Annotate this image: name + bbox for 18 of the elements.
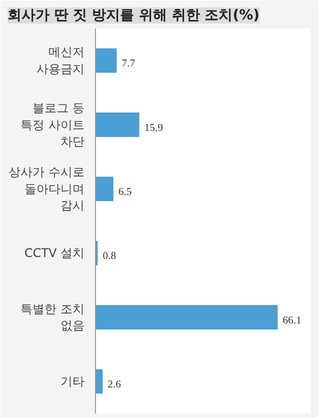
y-tick-label: 특별한 조치 없음 [20, 302, 85, 333]
data-label: 15.9 [144, 122, 163, 134]
y-tick-label: 기타 [60, 374, 84, 388]
chart-title: 회사가 딴 짓 방지를 위해 취한 조치(%) [8, 8, 260, 24]
data-label: 0.8 [102, 251, 116, 262]
y-tick-label: 메신저 사용금지 [36, 45, 84, 76]
bar [96, 369, 103, 394]
y-tick-label: 블로그 등 특정 사이트 차단 [20, 100, 85, 149]
data-label: 2.6 [108, 379, 122, 390]
bar [96, 176, 114, 202]
y-tick-label: 상사가 수시로 돌아다니며 감시 [8, 165, 85, 213]
bar [96, 48, 117, 73]
bar [96, 112, 140, 137]
data-label: 7.7 [122, 58, 136, 70]
bar [96, 305, 278, 330]
data-label: 66.1 [282, 315, 302, 326]
y-tick-label: CCTV 설치 [24, 246, 85, 260]
data-label: 6.5 [118, 186, 132, 198]
